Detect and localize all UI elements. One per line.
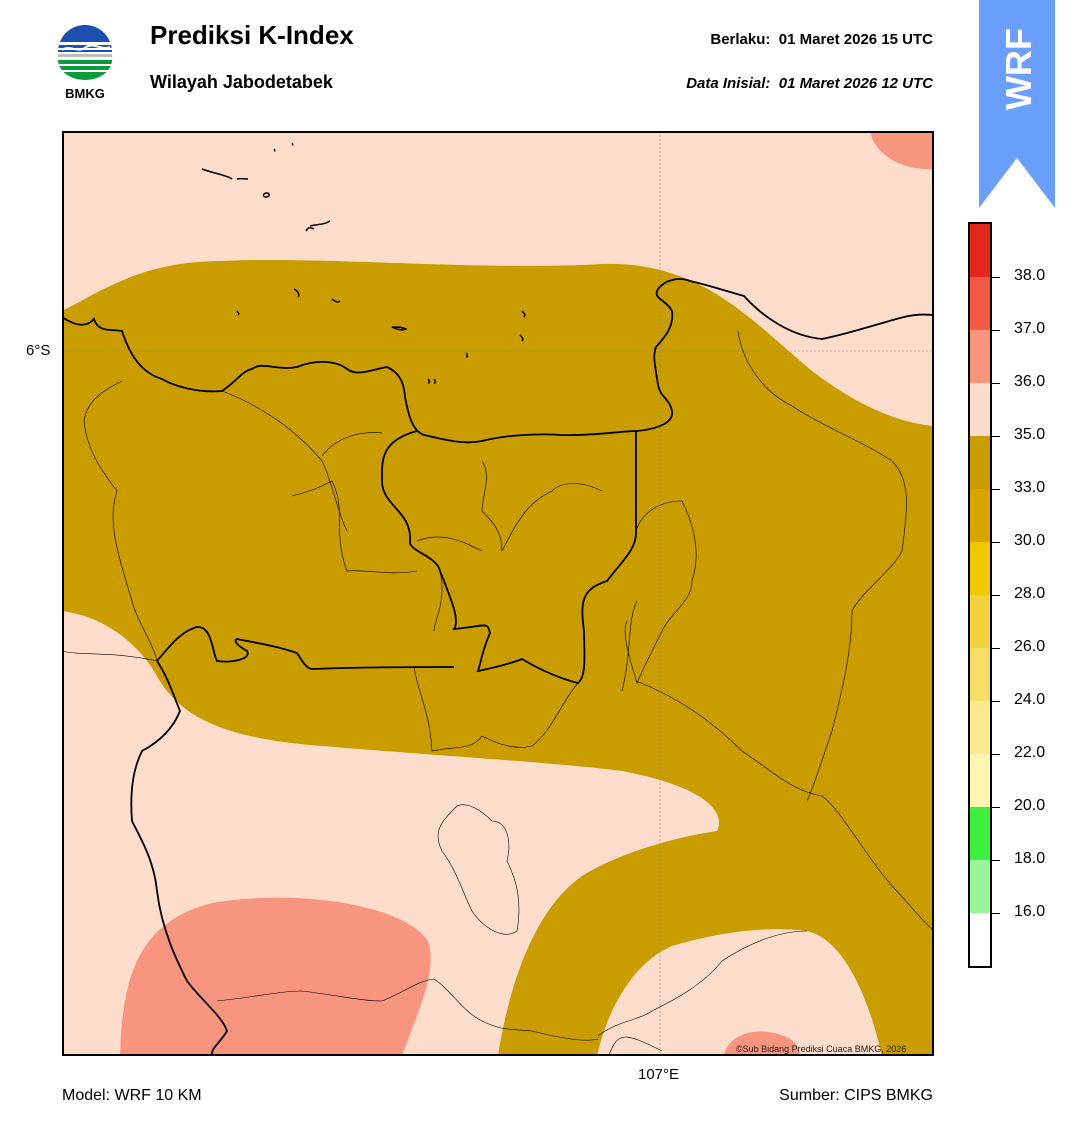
colorbar-tick-label: 16.0 (1014, 903, 1046, 920)
colorbar (968, 222, 992, 968)
colorbar-tick (992, 382, 1000, 384)
colorbar-segment (970, 224, 990, 278)
colorbar-tick (992, 329, 1000, 331)
source-info: Sumber: CIPS BMKG (779, 1087, 933, 1104)
page-subtitle: Wilayah Jabodetabek (150, 72, 333, 92)
page-title: Prediksi K-Index (150, 20, 354, 50)
bmkg-logo (58, 25, 112, 80)
colorbar-segment (970, 489, 990, 543)
colorbar-segment (970, 542, 990, 596)
colorbar-tick-label: 33.0 (1014, 479, 1046, 496)
colorbar-tick-label: 35.0 (1014, 426, 1046, 443)
colorbar-tick (992, 435, 1000, 437)
logo-text: BMKG (65, 86, 105, 101)
colorbar-segment (970, 595, 990, 649)
colorbar-segment (970, 277, 990, 331)
copyright-note: ©Sub Bidang Prediksi Cuaca BMKG, 2026 (736, 1044, 907, 1054)
colorbar-segment (970, 648, 990, 702)
islands (201, 142, 526, 384)
coastline-java-north (62, 278, 934, 444)
province-boundary-west (156, 626, 455, 670)
init-label: Data Inisial: (686, 75, 771, 92)
colorbar-tick (992, 859, 1000, 861)
colorbar-tick (992, 753, 1000, 755)
colorbar-tick-label: 37.0 (1014, 320, 1046, 337)
colorbar-segment (970, 754, 990, 808)
colorbar-tick-label: 26.0 (1014, 638, 1046, 655)
colorbar-tick (992, 488, 1000, 490)
kindex-band-33-35 (62, 259, 934, 1056)
high-kindex-area-southwest (120, 897, 431, 1056)
wrf-badge-text: WRF (998, 28, 1039, 110)
colorbar-tick (992, 647, 1000, 649)
latitude-label: 6°S (26, 342, 51, 359)
colorbar-segment (970, 807, 990, 861)
colorbar-tick-label: 20.0 (1014, 797, 1046, 814)
map-frame (62, 131, 934, 1056)
colorbar-tick (992, 700, 1000, 702)
colorbar-tick (992, 806, 1000, 808)
colorbar-frame (968, 222, 992, 968)
init-time: Data Inisial: 01 Maret 2026 12 UTC (686, 75, 933, 92)
colorbar-segment (970, 383, 990, 437)
valid-value: 01 Maret 2026 15 UTC (778, 31, 933, 48)
colorbar-tick (992, 276, 1000, 278)
colorbar-tick-label: 30.0 (1014, 532, 1046, 549)
colorbar-tick-label: 36.0 (1014, 373, 1046, 390)
longitude-label: 107°E (638, 1066, 680, 1083)
district-boundaries (62, 330, 934, 1056)
colorbar-tick-label: 24.0 (1014, 691, 1046, 708)
high-kindex-area-south (724, 1031, 800, 1056)
valid-time: Berlaku: 01 Maret 2026 15 UTC (710, 31, 933, 48)
colorbar-tick-label: 18.0 (1014, 850, 1046, 867)
valid-label: Berlaku: (710, 31, 771, 48)
colorbar-segment (970, 701, 990, 755)
colorbar-segment (970, 860, 990, 914)
colorbar-tick-label: 38.0 (1014, 267, 1046, 284)
colorbar-segment (970, 436, 990, 490)
colorbar-tick-label: 22.0 (1014, 744, 1046, 761)
province-boundary-southwest (130, 660, 228, 1056)
model-info: Model: WRF 10 KM (62, 1087, 202, 1104)
colorbar-tick-label: 28.0 (1014, 585, 1046, 602)
high-kindex-area-northeast (870, 131, 934, 170)
province-boundary (381, 430, 637, 684)
kindex-map (62, 131, 934, 1056)
colorbar-tick (992, 912, 1000, 914)
colorbar-segment (970, 330, 990, 384)
wrf-badge: WRF (979, 0, 1055, 208)
colorbar-segment (970, 913, 990, 967)
colorbar-tick (992, 594, 1000, 596)
init-value: 01 Maret 2026 12 UTC (778, 75, 933, 92)
colorbar-tick (992, 541, 1000, 543)
